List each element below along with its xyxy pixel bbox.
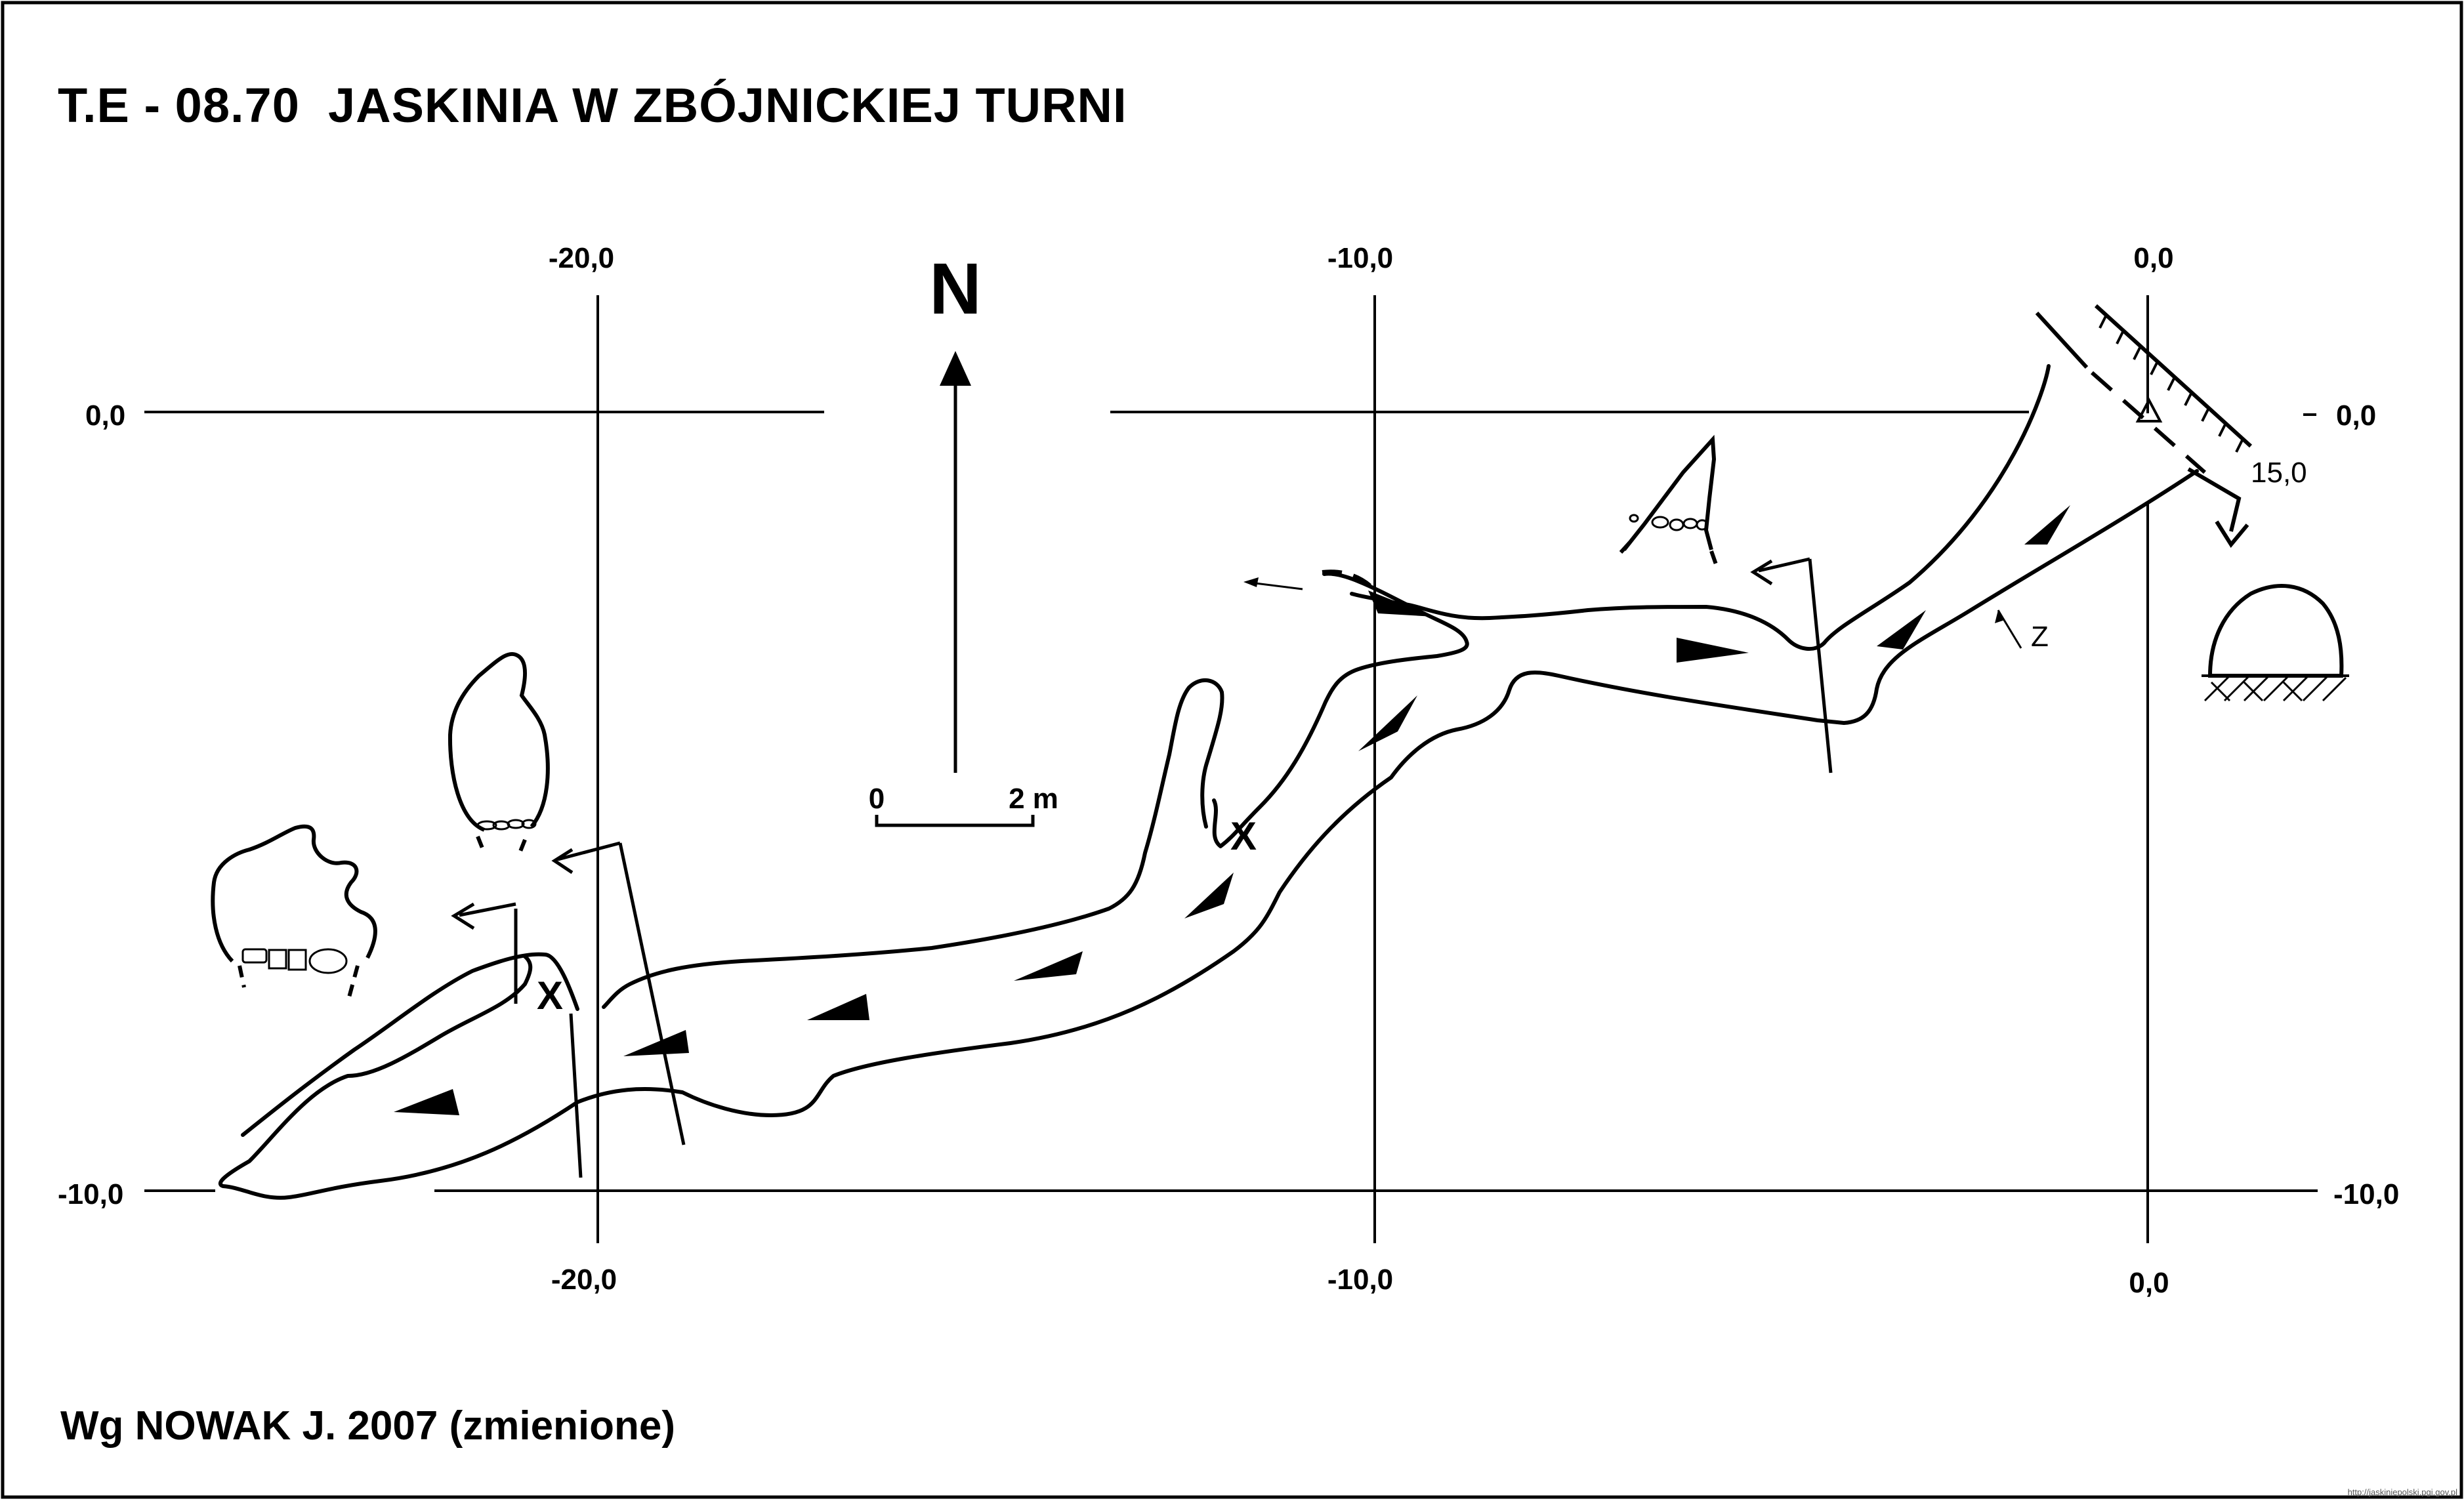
- z-marker: Z: [1995, 609, 2049, 653]
- grid-label-bottom-x20: -20,0: [551, 1264, 617, 1296]
- cave-lobe-west: [241, 952, 579, 1137]
- coordinate-grid: [144, 295, 2318, 1243]
- entrance-wall: [2035, 304, 2253, 548]
- grid-label-right-y10: -10,0: [2333, 1178, 2399, 1210]
- cave-wall-north: [1350, 364, 2051, 651]
- cave-offshoot-west: [602, 678, 1224, 1009]
- grid-label-left-y10: -10,0: [58, 1178, 123, 1210]
- section-line: [1808, 558, 1833, 773]
- passage-direction-arrow-icon: [807, 994, 869, 1020]
- passage-direction-arrow-icon: [1877, 610, 1926, 649]
- grid-label-left-y0: 0,0: [85, 400, 125, 432]
- scale-bar-end: 2 m: [1009, 783, 1058, 815]
- entrance-dashed-line: [2091, 371, 2206, 474]
- passage-direction-arrows: [394, 505, 2070, 1115]
- cross-section-icon: [2202, 584, 2349, 702]
- north-arrow-icon: N: [929, 249, 982, 773]
- cross-section-icon: [211, 824, 377, 998]
- cave-branch-upper: [1212, 571, 1469, 848]
- section-line-arrowhead: [451, 902, 475, 930]
- cliff-hatching: [2099, 314, 2244, 453]
- entrance-arrow-head: [2215, 520, 2249, 548]
- section-line-arrowhead: [1750, 559, 1773, 586]
- north-label: N: [929, 249, 981, 329]
- passage-direction-arrow-icon: [394, 1089, 459, 1115]
- section-line-arrow: [557, 841, 621, 861]
- passage-direction-arrow-icon: [1677, 638, 1749, 663]
- section-line: [618, 842, 686, 1145]
- entrance-triangle-icon: [2135, 397, 2163, 422]
- station-height-label: 15,0: [2251, 457, 2307, 489]
- rock-symbols: [1629, 514, 1639, 523]
- grid-label-bottom-x10: -10,0: [1327, 1264, 1393, 1296]
- passage-direction-arrow-icon: [1368, 590, 1434, 617]
- section-line: [569, 1013, 583, 1178]
- scale-bar-start: 0: [869, 783, 885, 815]
- cliff-edge: [2094, 304, 2253, 448]
- cave-outline: [218, 364, 2199, 1200]
- scale-bar: 0 2 m: [869, 783, 1058, 827]
- grid-label-top-x20: -20,0: [549, 242, 614, 274]
- grid-label-top-x10: -10,0: [1327, 242, 1393, 274]
- grid-label-right-y0: 0,0: [2336, 400, 2376, 432]
- grid-label-bottom-x0: 0,0: [2129, 1267, 2169, 1299]
- cross-section-icon: [1619, 434, 1718, 565]
- section-lines: [451, 557, 1833, 1178]
- passage-direction-arrow-icon: [1184, 873, 1234, 918]
- section-line-arrow: [459, 902, 516, 917]
- x-mark: X: [537, 974, 563, 1018]
- continuation-arrow-icon: [1243, 569, 1380, 595]
- map-title: T.E - 08.70 JASKINIA W ZBÓJNICKIEJ TURNI: [58, 78, 1127, 133]
- section-line-arrowhead: [551, 848, 574, 875]
- cross-section-icon: [448, 651, 550, 857]
- z-marker-label: Z: [2031, 621, 2049, 653]
- entrance-wall-segment: [2035, 311, 2089, 369]
- passage-direction-arrow-icon: [623, 1030, 689, 1056]
- cave-wall-south: [218, 469, 2199, 1200]
- x-mark: X: [1230, 814, 1257, 858]
- passage-direction-arrow-icon: [2024, 505, 2070, 545]
- entrance-arrow-line: [2187, 467, 2242, 532]
- map-credit: Wg NOWAK J. 2007 (zmienione): [60, 1403, 676, 1449]
- section-line-arrow: [1758, 557, 1810, 573]
- grid-label-top-x0: 0,0: [2133, 242, 2173, 274]
- passage-direction-arrow-icon: [1014, 951, 1083, 981]
- passage-direction-arrow-icon: [1358, 695, 1417, 751]
- source-watermark: http://jaskiniepolski.pgi.gov.pl: [2347, 1487, 2457, 1497]
